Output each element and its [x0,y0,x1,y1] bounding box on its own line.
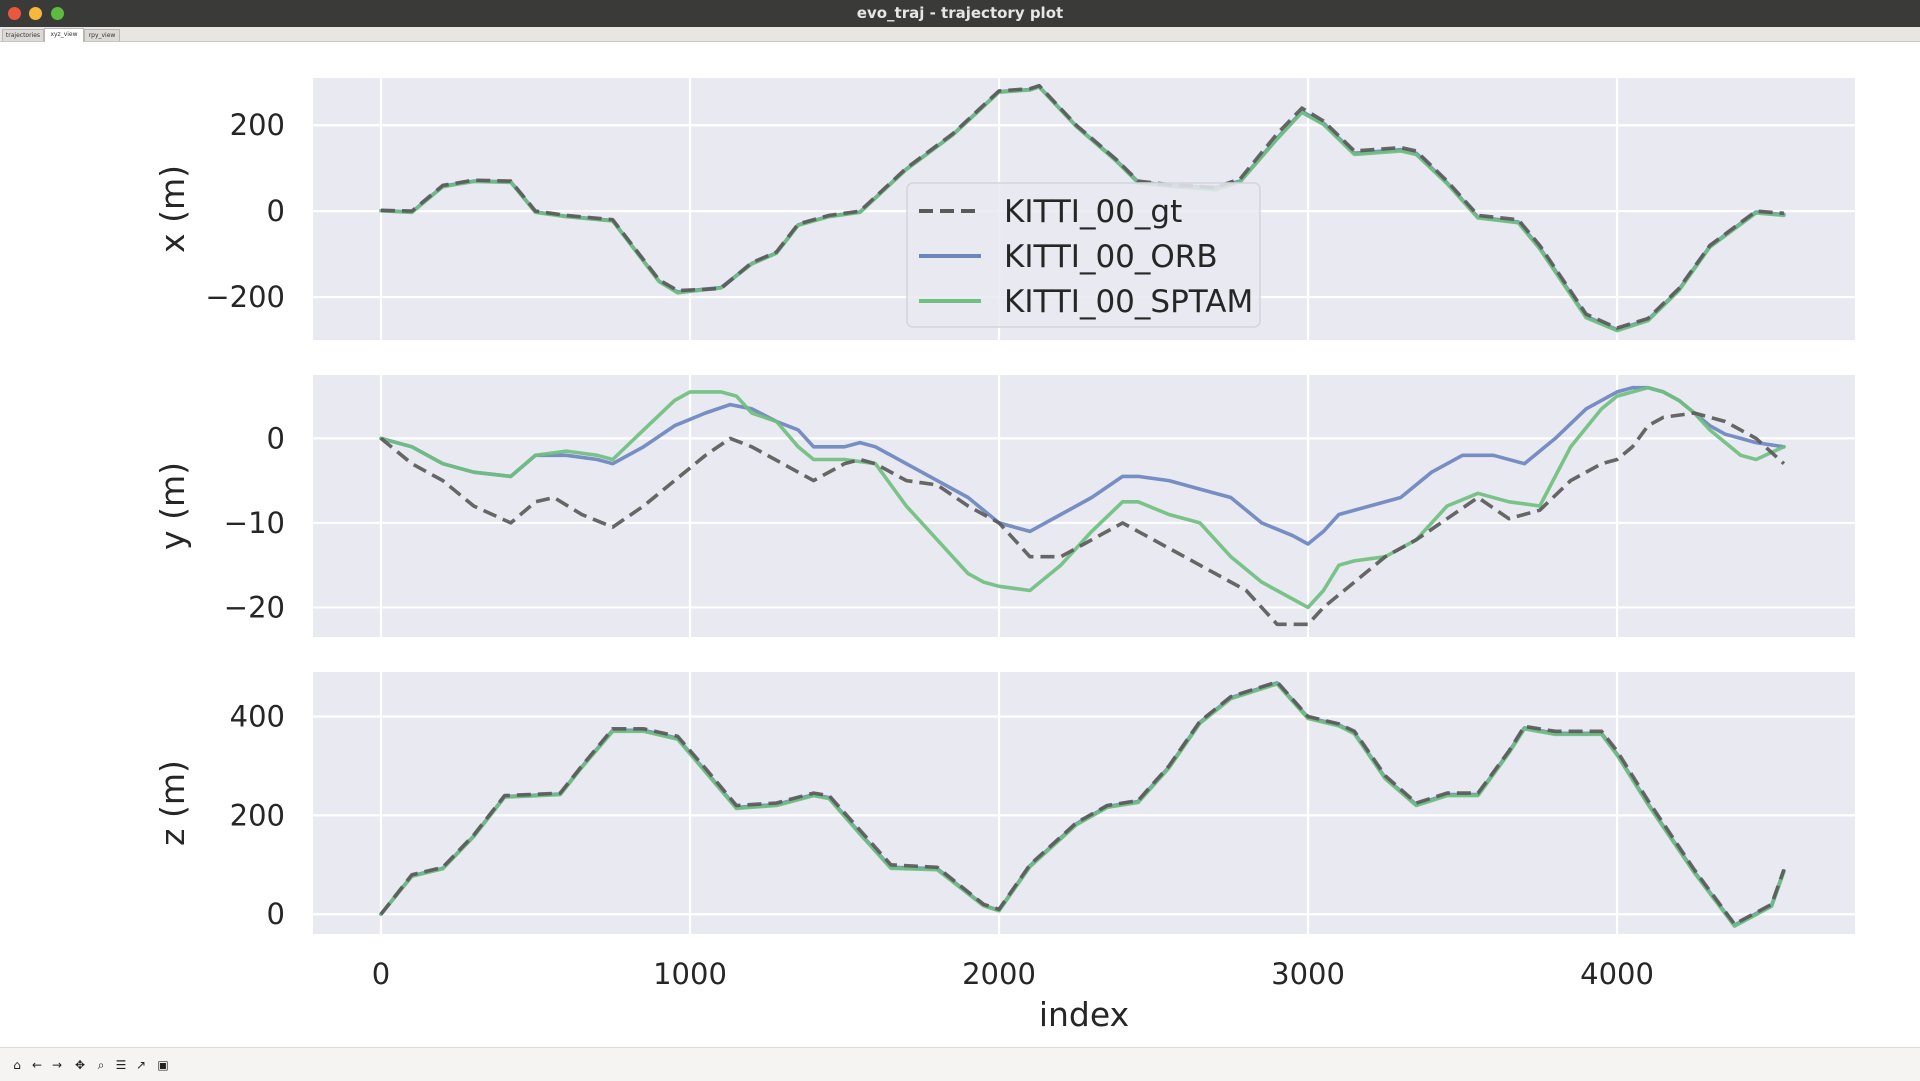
plot-canvas[interactable]: −200 0 200 x (m) KITTI_00_gt KITTI_00_ORB KITT… [0,42,1920,1047]
y-tick-label: 200 [230,108,285,142]
tab-trajectories[interactable]: trajectories [2,29,44,41]
save-icon[interactable]: ▣ [157,1058,169,1072]
subplot-y: −20 −10 0 y (m) [153,375,1855,637]
x-tick-label: 2000 [962,957,1036,991]
series-group [379,680,1786,928]
legend-box [906,182,1261,328]
x-axis-label: index [1039,995,1129,1034]
series-line-kitti-00-gt [379,680,1786,926]
x-tick-label: 4000 [1580,957,1654,991]
window-close-button[interactable] [8,7,21,20]
series-group [379,83,1786,333]
tab-rpy-view[interactable]: rpy_view [84,29,120,41]
series-line-kitti-00-orb [379,385,1786,546]
x-tick-label: 1000 [653,957,727,991]
y-tick-label: 200 [230,798,285,832]
legend-label: KITTI_00_gt [1004,194,1182,230]
series-line-kitti-00-gt [379,411,1786,627]
configure-subplots-icon[interactable]: ☰ [115,1058,127,1072]
pan-icon[interactable]: ✥ [74,1058,86,1072]
y-tick-label: −200 [205,280,285,314]
legend-label: KITTI_00_ORB [1004,239,1218,275]
tab-bar: trajectories xyz_view rpy_view [0,27,1920,42]
tab-xyz-view[interactable]: xyz_view [44,28,84,42]
series-line-kitti-00-gt [380,83,1785,330]
subplot-z: 0 200 400 z (m) 0 1000 2000 3000 4000 index [153,672,1855,1034]
y-tick-label: 0 [267,194,285,228]
window-minimize-button[interactable] [29,7,42,20]
series-group [379,385,1786,627]
window-maximize-button[interactable] [51,7,64,20]
legend-label: KITTI_00_SPTAM [1004,284,1253,320]
y-tick-label: 400 [230,699,285,733]
y-tick-label: 0 [267,421,285,455]
home-icon[interactable]: ⌂ [13,1058,21,1072]
window-title: evo_traj - trajectory plot [856,4,1064,22]
zoom-icon[interactable]: ⌕ [97,1058,105,1072]
window-titlebar: evo_traj - trajectory plot [0,0,1920,27]
back-icon[interactable]: ← [31,1058,43,1072]
legend: KITTI_00_gt KITTI_00_ORB KITTI_00_SPTAM [906,182,1261,328]
forward-icon[interactable]: → [51,1058,63,1072]
y-tick-label: 0 [267,897,285,931]
axes-background [313,672,1855,934]
y-tick-label: −10 [224,506,285,540]
y-axis-label: x (m) [153,165,192,253]
series-line-kitti-00-sptam [379,385,1786,610]
axes-background [313,375,1855,637]
x-tick-label: 0 [372,957,390,991]
navigation-toolbar: ⌂ ← → ✥ ⌕ ☰ ↗ ▣ [0,1047,1920,1081]
x-tick-label: 3000 [1271,957,1345,991]
y-axis-label: y (m) [153,462,192,550]
edit-axis-icon[interactable]: ↗ [135,1058,147,1072]
y-axis-label: z (m) [153,760,192,846]
y-tick-label: −20 [224,590,285,624]
